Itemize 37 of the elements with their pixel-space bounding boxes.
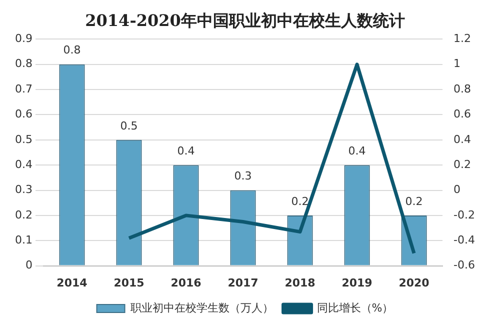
- y2-tick-label: 0.8: [454, 82, 472, 96]
- y-tick-label: 0.9: [14, 32, 32, 46]
- data-label: 0.3: [234, 170, 252, 183]
- y-tick-label: 0: [25, 258, 32, 272]
- y-tick-label: 0.7: [14, 82, 32, 96]
- y-tick-label: 0.5: [14, 132, 32, 146]
- y2-tick-label: 0.6: [454, 108, 472, 121]
- y2-tick-label: -0.2: [454, 208, 476, 222]
- x-tick-label: 2020: [398, 276, 430, 290]
- x-tick-label: 2019: [342, 276, 372, 290]
- x-tick-label: 2018: [284, 276, 316, 290]
- y2-tick-label: -0.4: [454, 233, 476, 246]
- data-label: 0.2: [291, 194, 309, 208]
- data-label: 0.5: [120, 119, 138, 132]
- legend-label: 职业初中在校学生数（万人）: [130, 301, 274, 314]
- x-tick-label: 2014: [56, 276, 88, 290]
- legend-label: 同比增长（%）: [316, 301, 394, 314]
- y2-tick-label: 0.2: [454, 158, 472, 171]
- data-label: 0.4: [348, 144, 366, 158]
- y2-tick-label: 1: [454, 57, 461, 70]
- x-tick-label: 2017: [228, 276, 258, 290]
- y-tick-label: 0.3: [14, 183, 32, 196]
- y-tick-label: 0.4: [14, 158, 32, 171]
- data-label: 0.8: [63, 44, 81, 57]
- x-tick-label: 2016: [170, 276, 202, 290]
- y-tick-label: 0.6: [14, 108, 32, 121]
- y2-tick-label: 1.2: [454, 32, 472, 46]
- data-label: 0.2: [405, 194, 423, 208]
- y2-tick-label: 0.4: [454, 132, 472, 146]
- data-label: 0.4: [177, 144, 195, 158]
- x-tick-label: 2015: [114, 276, 144, 290]
- y2-tick-label: 0: [454, 183, 461, 196]
- chart-title: 2014-2020年中国职业初中在校生人数统计: [85, 10, 405, 30]
- y-tick-label: 0.8: [14, 57, 32, 70]
- y2-tick-label: -0.6: [454, 258, 476, 272]
- y-tick-label: 0.1: [14, 233, 32, 246]
- y-tick-label: 0.2: [14, 208, 32, 222]
